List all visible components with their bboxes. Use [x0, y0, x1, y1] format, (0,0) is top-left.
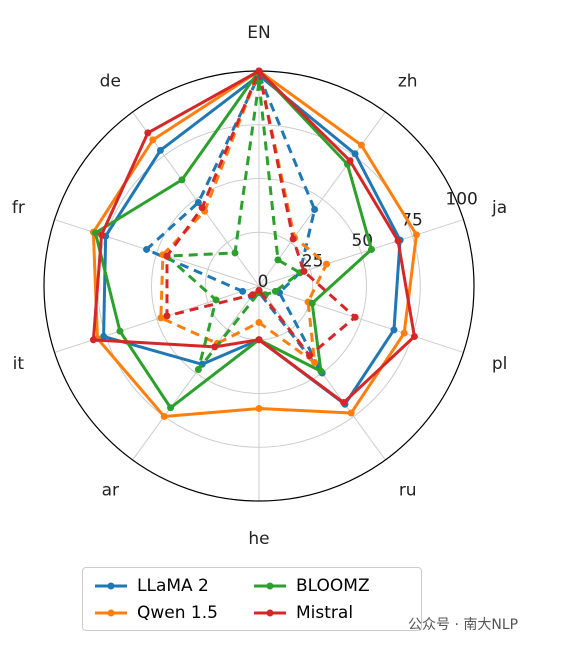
point [357, 141, 365, 149]
axis-label: it [13, 354, 25, 374]
point [255, 336, 263, 344]
point [308, 299, 316, 307]
point [163, 252, 171, 260]
series-dashed-line [145, 73, 324, 375]
point [231, 249, 239, 257]
point [163, 312, 171, 320]
legend-swatch [254, 582, 286, 589]
series-dashed-line [165, 80, 302, 371]
point [306, 352, 314, 360]
legend-label: Mistral [296, 602, 354, 623]
point [311, 359, 319, 367]
r-tick-label: 75 [401, 210, 423, 230]
point [410, 332, 418, 340]
point [160, 412, 168, 420]
series-dashed-line [165, 69, 357, 358]
legend-swatch [95, 609, 127, 616]
axis-label: de [100, 71, 121, 91]
legend-dot [107, 609, 115, 616]
point [249, 291, 257, 299]
point [390, 326, 398, 334]
point [351, 150, 359, 158]
legend-item: LLaMA 2 [93, 572, 252, 599]
legend-swatch [254, 609, 286, 616]
axis-label: ar [102, 481, 119, 501]
legend-label: LLaMA 2 [137, 575, 209, 596]
point [98, 231, 106, 239]
point [311, 205, 319, 213]
legend: LLaMA 2 Qwen 1.5 BLOOMZ Mistral [82, 567, 422, 631]
point [116, 327, 124, 335]
point [255, 319, 263, 327]
point [255, 286, 263, 294]
point [144, 129, 152, 137]
point [412, 231, 420, 239]
point [255, 405, 263, 413]
legend-dot [266, 609, 274, 616]
legend-label: BLOOMZ [296, 575, 370, 596]
point [149, 136, 157, 144]
legend-swatch [95, 582, 127, 589]
point [346, 157, 354, 165]
legend-item: Mistral [252, 599, 411, 626]
point [347, 409, 355, 417]
legend-dot [107, 582, 115, 589]
axis-label: ja [491, 198, 507, 218]
axis-label: fr [12, 198, 25, 218]
axis-label: he [248, 529, 269, 549]
axis-label: ru [399, 481, 417, 501]
point [340, 399, 348, 407]
point [167, 404, 175, 412]
point [394, 237, 402, 245]
point [317, 367, 325, 375]
point [400, 329, 408, 337]
point [271, 287, 279, 295]
legend-item: BLOOMZ [252, 572, 411, 599]
point [157, 314, 165, 322]
axis-label: EN [247, 23, 270, 43]
point [91, 229, 99, 237]
point [211, 343, 219, 351]
axis-label: pl [492, 354, 508, 374]
point [322, 260, 330, 268]
grid-circle [151, 178, 367, 394]
point [156, 146, 164, 154]
point [100, 332, 108, 340]
legend-dot [266, 582, 274, 589]
point [351, 313, 359, 321]
point [289, 235, 297, 243]
axis-label: zh [398, 71, 418, 91]
point [194, 199, 202, 207]
point [89, 336, 97, 344]
r-tick-label: 0 [258, 272, 269, 292]
point [255, 78, 263, 86]
point [198, 204, 206, 212]
point [255, 67, 263, 75]
point [239, 287, 247, 295]
watermark: 公众号 · 南大NLP [408, 617, 519, 633]
point [367, 245, 375, 253]
point [274, 256, 282, 264]
r-tick-label: 100 [445, 190, 477, 210]
point [194, 365, 202, 373]
point [143, 245, 151, 253]
legend-label: Qwen 1.5 [137, 602, 218, 623]
point [300, 267, 308, 275]
point [212, 296, 220, 304]
legend-item: Qwen 1.5 [93, 599, 252, 626]
point [178, 176, 186, 184]
